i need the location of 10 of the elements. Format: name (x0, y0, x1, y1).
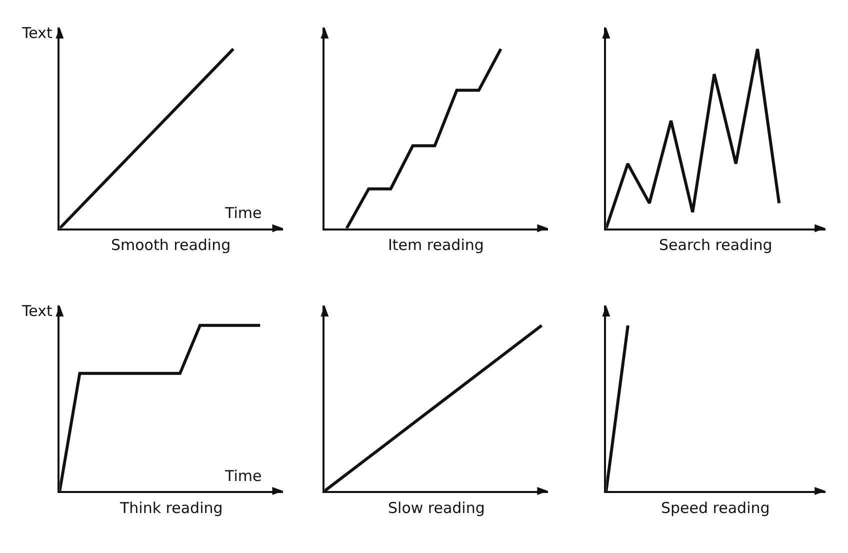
text: Search reading (659, 236, 772, 254)
text: Speed reading (661, 499, 770, 517)
text: Think reading (119, 499, 223, 517)
text: Item reading (388, 236, 484, 254)
x-axis-title: Time (224, 204, 262, 222)
text: Slow reading (388, 499, 485, 517)
x-axis-title: Time (224, 467, 262, 485)
text: Smooth reading (111, 236, 231, 254)
y-axis-title: Text (21, 302, 52, 320)
y-axis-title: Text (21, 24, 52, 42)
